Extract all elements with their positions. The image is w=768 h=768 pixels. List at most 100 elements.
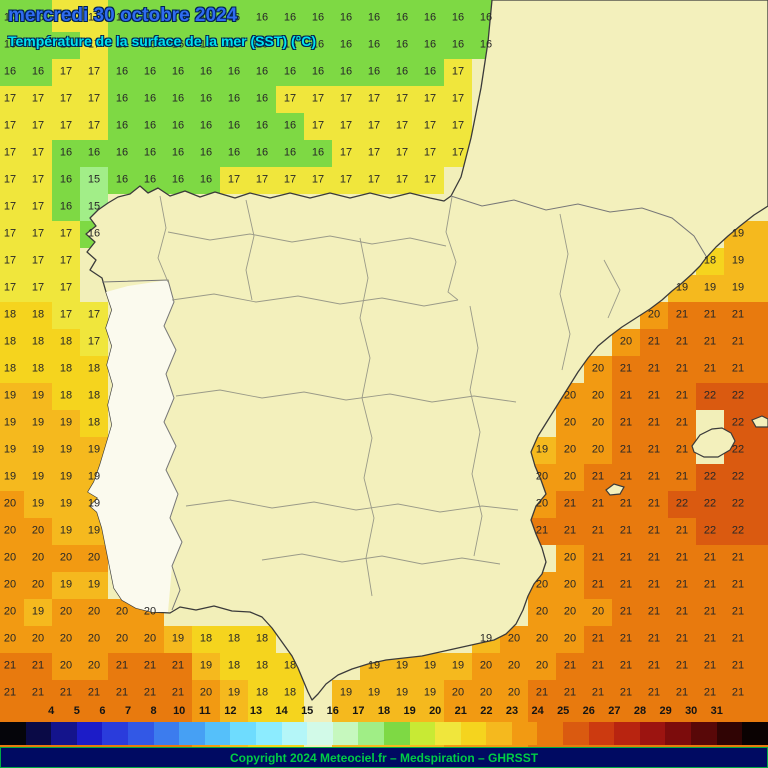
sea-cell bbox=[136, 58, 164, 86]
sst-value: 16 bbox=[395, 11, 409, 24]
scale-value-label: 23 bbox=[505, 705, 519, 717]
sea-cell bbox=[108, 85, 136, 113]
sst-value: 16 bbox=[171, 173, 185, 186]
scale-value-label: 20 bbox=[429, 705, 442, 717]
sea-cell bbox=[444, 58, 472, 86]
sst-value: 16 bbox=[255, 65, 269, 78]
sea-cell bbox=[24, 571, 52, 599]
sst-value: 16 bbox=[367, 11, 381, 24]
sst-value: 21 bbox=[675, 578, 689, 591]
sea-cell bbox=[640, 652, 668, 680]
sst-value: 17 bbox=[59, 65, 73, 78]
sea-cell bbox=[388, 139, 416, 167]
sst-value: 20 bbox=[507, 659, 521, 672]
sst-value: 20 bbox=[563, 470, 577, 483]
sea-cell bbox=[108, 625, 136, 653]
sea-cell bbox=[136, 625, 164, 653]
sst-value: 21 bbox=[675, 362, 689, 375]
sst-value: 21 bbox=[143, 659, 157, 672]
scale-color-segment bbox=[179, 722, 205, 745]
sst-value: 17 bbox=[87, 92, 101, 105]
sea-cell bbox=[304, 112, 332, 140]
border-portugal-spain bbox=[101, 279, 183, 611]
sst-value: 16 bbox=[423, 65, 437, 78]
sst-value: 20 bbox=[59, 551, 73, 564]
sea-cell bbox=[24, 409, 52, 437]
sea-cell bbox=[332, 85, 360, 113]
sst-value: 19 bbox=[227, 686, 241, 699]
sst-value: 16 bbox=[283, 119, 297, 132]
scale-color-segment bbox=[614, 722, 640, 745]
sst-value: 16 bbox=[143, 92, 157, 105]
scale-color-segment bbox=[563, 722, 589, 745]
sea-cell bbox=[388, 85, 416, 113]
sst-value: 17 bbox=[31, 281, 45, 294]
sst-value: 16 bbox=[395, 38, 409, 51]
sst-value: 16 bbox=[451, 11, 465, 24]
sst-value: 17 bbox=[367, 92, 381, 105]
sea-cell bbox=[332, 31, 360, 59]
sst-value: 22 bbox=[731, 524, 745, 537]
sea-cell bbox=[0, 247, 24, 275]
sst-value: 20 bbox=[3, 605, 17, 618]
sst-value: 18 bbox=[59, 335, 73, 348]
scale-color-segment bbox=[51, 722, 77, 745]
sst-value: 16 bbox=[395, 65, 409, 78]
sst-value: 18 bbox=[227, 632, 241, 645]
sea-cell bbox=[416, 31, 444, 59]
sea-cell bbox=[416, 166, 444, 194]
sea-cell bbox=[304, 58, 332, 86]
sst-value: 17 bbox=[59, 308, 73, 321]
scale-color-segment bbox=[460, 722, 487, 745]
sst-value: 21 bbox=[703, 335, 717, 348]
sst-value: 20 bbox=[87, 632, 101, 645]
sst-value: 16 bbox=[227, 92, 241, 105]
scale-value-label: 31 bbox=[710, 705, 723, 717]
sst-value: 19 bbox=[87, 524, 101, 537]
sea-cell bbox=[0, 112, 24, 140]
sea-cell bbox=[80, 625, 108, 653]
sst-value: 19 bbox=[423, 686, 437, 699]
scale-value-label: 14 bbox=[275, 705, 288, 717]
sst-value: 16 bbox=[171, 146, 185, 159]
sea-cell bbox=[612, 490, 640, 518]
sst-value: 16 bbox=[115, 173, 129, 186]
sea-cell bbox=[276, 112, 304, 140]
sea-cell bbox=[388, 112, 416, 140]
sea-cell bbox=[24, 517, 52, 545]
sea-cell bbox=[696, 490, 724, 518]
sst-value: 21 bbox=[647, 335, 661, 348]
sst-value: 21 bbox=[703, 659, 717, 672]
sst-value: 18 bbox=[227, 659, 241, 672]
sst-value: 19 bbox=[59, 443, 73, 456]
sea-cell bbox=[416, 85, 444, 113]
sst-value: 16 bbox=[339, 65, 353, 78]
scale-value-label: 26 bbox=[582, 705, 595, 717]
temperature-scale-bar bbox=[0, 722, 768, 745]
sea-cell bbox=[584, 463, 612, 491]
sst-value: 19 bbox=[703, 281, 717, 294]
sst-value: 19 bbox=[87, 578, 101, 591]
sst-value: 21 bbox=[619, 659, 633, 672]
sea-cell bbox=[80, 58, 108, 86]
sea-cell bbox=[556, 625, 584, 653]
sea-cell bbox=[80, 409, 108, 437]
sst-value: 21 bbox=[619, 416, 633, 429]
sst-value: 19 bbox=[451, 659, 465, 672]
sst-value: 21 bbox=[675, 389, 689, 402]
sea-cell bbox=[584, 436, 612, 464]
sst-value: 20 bbox=[143, 605, 157, 618]
sea-cell bbox=[556, 436, 584, 464]
sst-value: 21 bbox=[619, 605, 633, 618]
sst-value: 20 bbox=[591, 389, 605, 402]
sst-value: 16 bbox=[199, 119, 213, 132]
sst-value: 21 bbox=[703, 605, 717, 618]
sst-value: 16 bbox=[367, 65, 381, 78]
sea-cell bbox=[0, 274, 24, 302]
sea-cell bbox=[0, 355, 24, 383]
sst-value: 17 bbox=[3, 281, 17, 294]
sst-value: 16 bbox=[227, 119, 241, 132]
sst-value: 17 bbox=[31, 119, 45, 132]
sst-value: 21 bbox=[647, 497, 661, 510]
date-title: mercredi 30 octobre 2024 bbox=[8, 5, 238, 26]
